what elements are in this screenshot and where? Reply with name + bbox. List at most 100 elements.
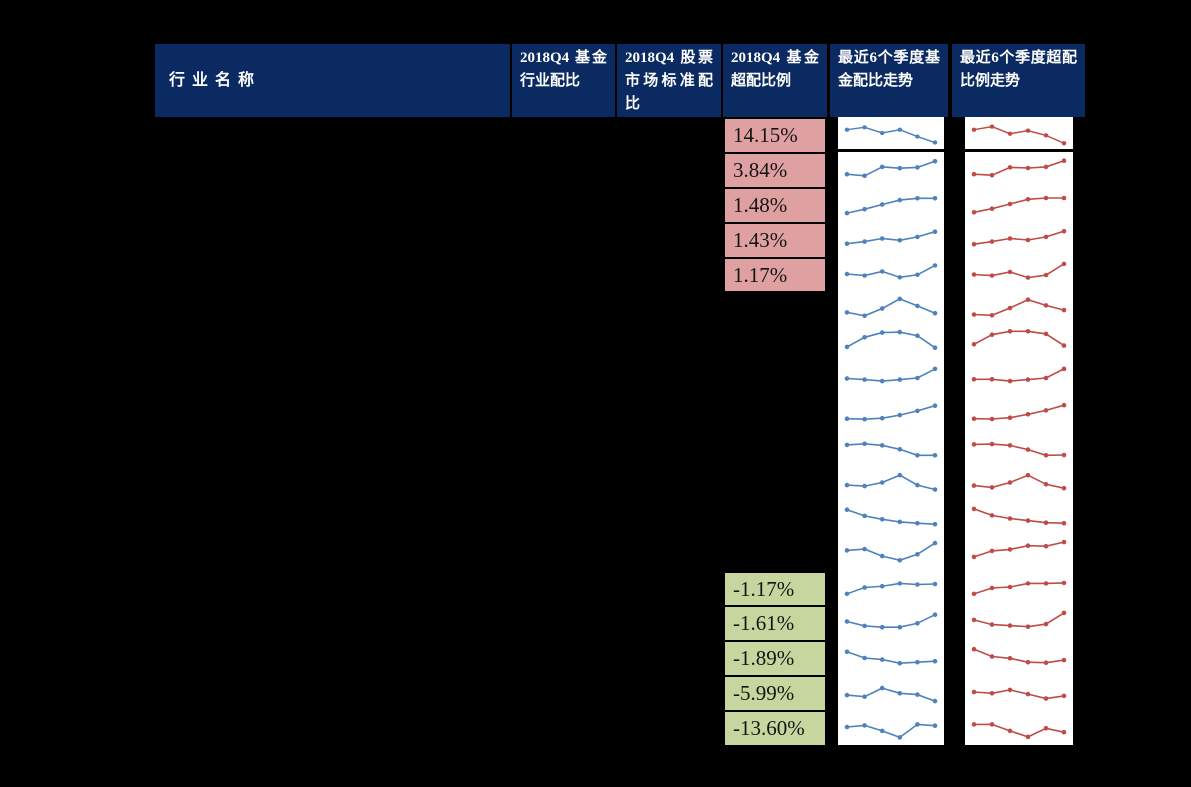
data-point-marker bbox=[844, 548, 850, 553]
sparkline-chart bbox=[844, 263, 938, 280]
sparkline-chart bbox=[971, 329, 1067, 348]
data-point-marker bbox=[897, 165, 903, 171]
data-point-marker bbox=[897, 558, 903, 563]
data-point-marker bbox=[1043, 660, 1049, 665]
data-point-marker bbox=[1061, 657, 1067, 663]
over-allocation-value-cell: -1.89% bbox=[723, 640, 827, 677]
data-point-marker bbox=[879, 330, 885, 335]
data-point-marker bbox=[897, 238, 903, 243]
data-point-marker bbox=[1025, 412, 1031, 417]
data-point-marker bbox=[862, 655, 867, 661]
data-point-marker bbox=[932, 158, 938, 164]
data-point-marker bbox=[897, 329, 903, 335]
data-point-marker bbox=[1061, 452, 1067, 458]
data-point-marker bbox=[1043, 234, 1049, 240]
over-trend-sparkline bbox=[965, 361, 1073, 396]
data-point-marker bbox=[915, 196, 920, 201]
data-point-marker bbox=[1007, 516, 1013, 521]
data-point-marker bbox=[1025, 447, 1031, 452]
data-point-marker bbox=[879, 415, 885, 421]
data-point-marker bbox=[844, 692, 850, 698]
data-point-marker bbox=[897, 377, 903, 382]
over-trend-sparkline bbox=[965, 536, 1073, 571]
data-point-marker bbox=[932, 612, 938, 617]
data-point-marker bbox=[1043, 303, 1049, 308]
data-point-marker bbox=[1007, 687, 1013, 693]
data-point-marker bbox=[897, 519, 903, 525]
data-point-marker bbox=[862, 313, 867, 319]
data-point-marker bbox=[971, 377, 977, 382]
over-allocation-value-cell: -13.60% bbox=[723, 710, 827, 747]
data-point-marker bbox=[897, 275, 903, 280]
trend-line bbox=[846, 723, 936, 739]
trend-line bbox=[846, 160, 936, 177]
data-point-marker bbox=[1061, 228, 1067, 234]
data-point-marker bbox=[862, 723, 867, 728]
over-allocation-value-cell: 14.15% bbox=[723, 117, 827, 154]
data-point-marker bbox=[989, 691, 995, 696]
data-point-marker bbox=[1025, 581, 1031, 586]
data-point-marker bbox=[1061, 343, 1067, 348]
data-point-marker bbox=[971, 241, 977, 247]
over-allocation-value-cell: 1.48% bbox=[723, 187, 827, 224]
sparkline-chart bbox=[844, 329, 938, 350]
over-trend-sparkline bbox=[965, 396, 1073, 431]
data-point-marker bbox=[1007, 329, 1013, 334]
data-point-marker bbox=[1043, 331, 1049, 337]
data-point-marker bbox=[1061, 520, 1067, 526]
fund-trend-sparkline bbox=[838, 361, 944, 396]
fund-trend-sparkline bbox=[838, 675, 944, 710]
data-point-marker bbox=[897, 581, 903, 586]
data-point-marker bbox=[1007, 305, 1013, 311]
data-point-marker bbox=[1043, 375, 1049, 381]
data-point-marker bbox=[1025, 128, 1031, 133]
sparkline-chart bbox=[971, 646, 1067, 665]
data-point-marker bbox=[862, 483, 867, 489]
data-point-marker bbox=[1043, 621, 1049, 627]
data-point-marker bbox=[844, 241, 850, 246]
trend-line bbox=[973, 443, 1065, 457]
data-point-marker bbox=[915, 272, 920, 278]
data-point-marker bbox=[1007, 728, 1013, 734]
data-point-marker bbox=[989, 722, 995, 727]
over-allocation-value-cell: -1.17% bbox=[723, 571, 827, 607]
fund-trend-sparkline bbox=[838, 501, 944, 536]
data-point-marker bbox=[879, 480, 885, 485]
data-point-marker bbox=[862, 206, 867, 212]
data-point-marker bbox=[932, 723, 938, 728]
trend-line bbox=[846, 331, 936, 349]
data-point-marker bbox=[862, 416, 867, 422]
fund-trend-sparkline bbox=[838, 710, 944, 745]
data-point-marker bbox=[897, 447, 903, 452]
over-allocation-value-cell: -5.99% bbox=[723, 675, 827, 712]
data-point-marker bbox=[915, 659, 920, 665]
sparkline-chart bbox=[844, 125, 938, 145]
over-trend-sparkline bbox=[965, 222, 1073, 257]
data-point-marker bbox=[971, 506, 977, 512]
sparkline-chart bbox=[844, 612, 938, 630]
data-point-marker bbox=[1025, 543, 1031, 548]
column-header-fund-trend: 最近6个季度基金配比走势 bbox=[830, 44, 948, 117]
data-point-marker bbox=[1007, 480, 1013, 485]
data-point-marker bbox=[1043, 696, 1049, 701]
data-point-marker bbox=[1007, 584, 1013, 590]
trend-line bbox=[973, 125, 1065, 144]
fund-trend-sparkline bbox=[838, 117, 944, 152]
data-point-marker bbox=[989, 585, 995, 591]
data-point-marker bbox=[989, 513, 995, 518]
sparkline-chart bbox=[844, 649, 938, 666]
data-point-marker bbox=[932, 581, 938, 587]
data-point-marker bbox=[1025, 734, 1031, 740]
data-point-marker bbox=[1007, 623, 1013, 628]
sparkline-chart bbox=[844, 472, 938, 492]
data-point-marker bbox=[1061, 158, 1067, 163]
data-point-marker bbox=[844, 171, 850, 177]
fund-trend-sparkline bbox=[838, 396, 944, 431]
over-allocation-value-cell: -1.61% bbox=[723, 605, 827, 642]
data-point-marker bbox=[932, 345, 938, 350]
fund-trend-sparkline bbox=[838, 187, 944, 222]
trend-line bbox=[846, 651, 936, 665]
trend-line bbox=[973, 648, 1065, 664]
trend-line bbox=[973, 404, 1065, 420]
data-point-marker bbox=[971, 722, 977, 727]
